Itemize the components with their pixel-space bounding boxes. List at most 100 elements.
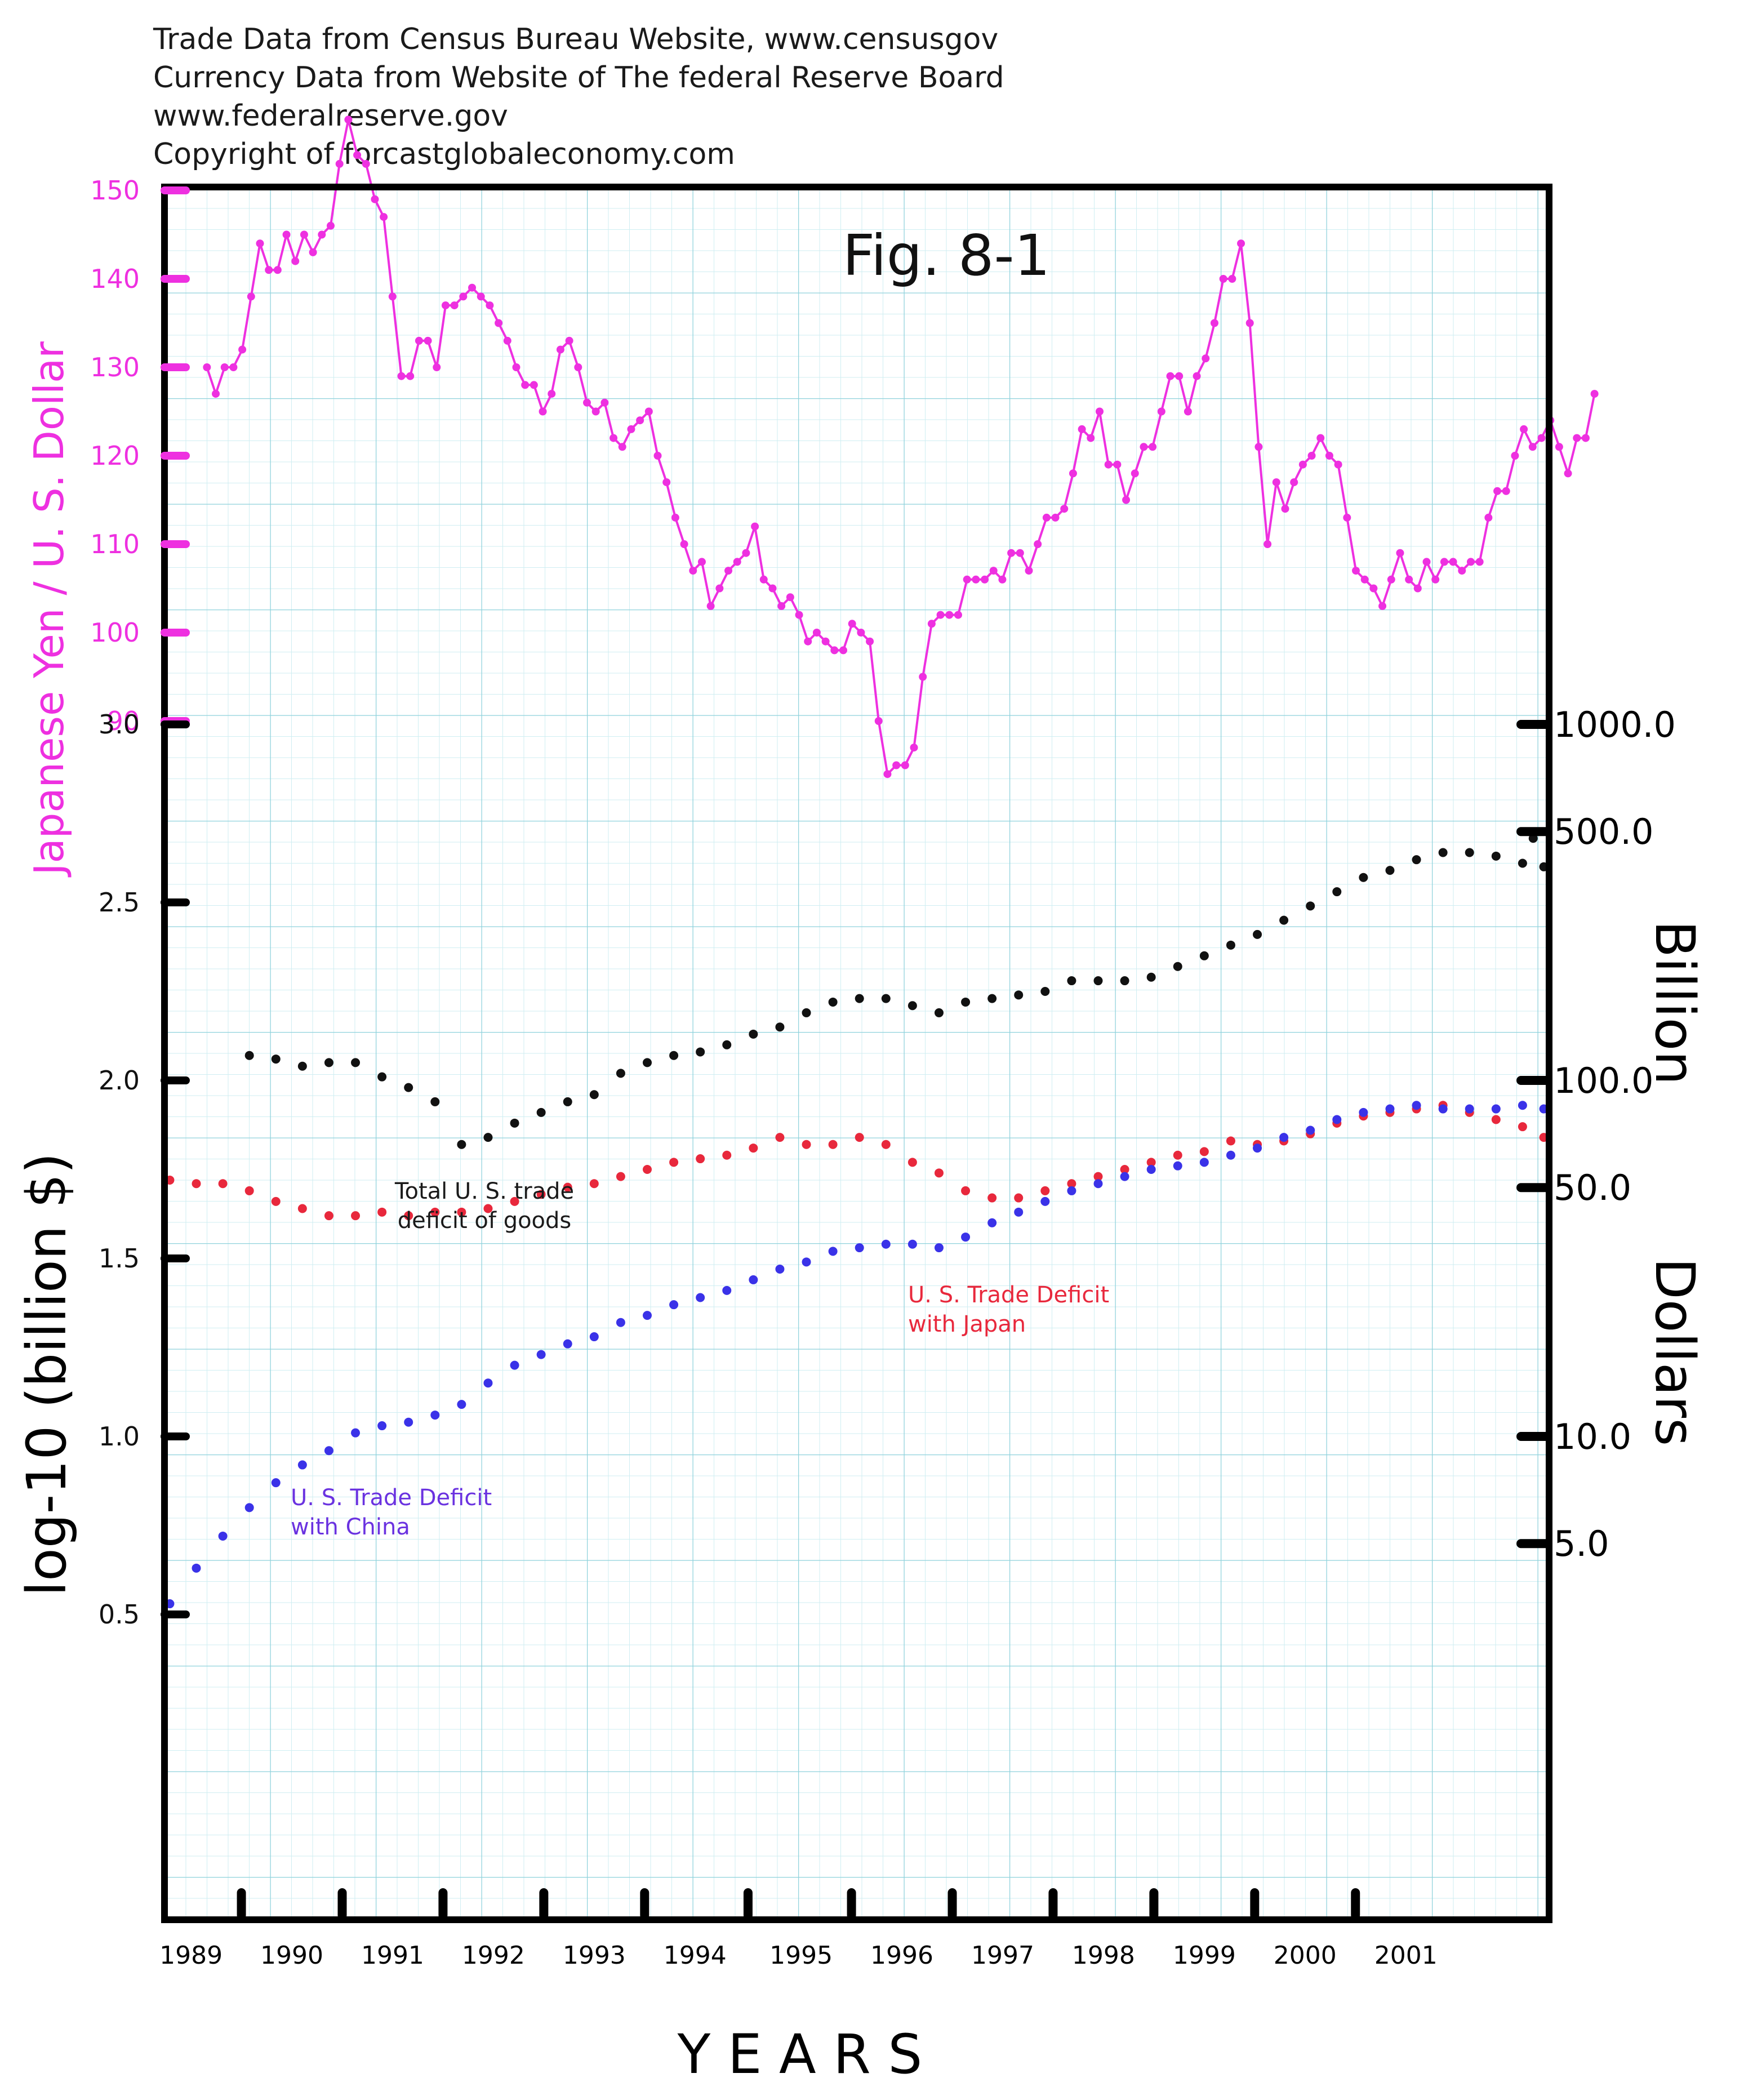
- total-deficit-point: [1491, 851, 1501, 861]
- yen-tick-label: 140: [90, 264, 140, 294]
- yen-point: [768, 584, 777, 593]
- yen-point: [1060, 505, 1069, 513]
- yen-point: [1475, 558, 1484, 566]
- yen-point: [662, 478, 671, 487]
- yen-point: [830, 646, 839, 655]
- japan-deficit-point: [404, 1211, 413, 1221]
- yen-point: [1113, 460, 1122, 469]
- yen-point: [335, 159, 344, 168]
- year-tick-label: 1996: [870, 1941, 933, 1970]
- japan-deficit-point: [696, 1154, 705, 1164]
- yen-point: [627, 425, 635, 433]
- year-axis-ticks: 1989 1990 1991 1992 1993 1994 1995 1996 1997 1998…: [159, 1888, 1438, 1970]
- yen-point: [1573, 434, 1581, 442]
- yen-point: [468, 283, 477, 292]
- yen-point: [1520, 425, 1528, 433]
- yen-point: [265, 266, 273, 274]
- total-deficit-point: [589, 1090, 599, 1100]
- total-deficit-point: [430, 1097, 440, 1106]
- japan-deficit-point: [961, 1186, 971, 1195]
- japan-deficit-point: [1491, 1115, 1501, 1124]
- yen-point: [486, 301, 494, 310]
- right-tick-label: 10.0: [1554, 1416, 1631, 1457]
- yen-point: [733, 558, 741, 566]
- china-deficit-point: [1518, 1101, 1527, 1110]
- total-deficit-point: [1306, 901, 1315, 911]
- total-deficit-point: [907, 1001, 917, 1011]
- yen-point: [989, 567, 998, 575]
- yen-series-points: [203, 115, 1599, 778]
- yen-point: [1449, 558, 1457, 566]
- japan-deficit-point: [1173, 1150, 1182, 1160]
- yen-point: [1590, 390, 1599, 398]
- yen-point: [530, 381, 538, 389]
- yen-point: [495, 319, 503, 327]
- japan-deficit-point: [669, 1158, 679, 1167]
- yen-point: [1210, 319, 1218, 327]
- japan-deficit-point: [749, 1144, 758, 1153]
- japan-deficit-point: [563, 1182, 572, 1192]
- yen-point: [1422, 558, 1431, 566]
- china-deficit-point: [961, 1233, 971, 1242]
- total-deficit-point: [1067, 976, 1076, 986]
- year-tick-label: 2001: [1374, 1941, 1438, 1970]
- yen-point: [1069, 469, 1077, 478]
- china-deficit-point: [828, 1247, 838, 1256]
- yen-point: [512, 363, 520, 371]
- total-deficit-point: [297, 1061, 307, 1071]
- japan-deficit-point: [1146, 1158, 1156, 1167]
- yen-point: [689, 567, 697, 575]
- china-deficit-point: [616, 1318, 625, 1327]
- japan-deficit-point: [828, 1140, 838, 1149]
- total-deficit-point: [1518, 858, 1527, 868]
- yen-point: [344, 115, 353, 124]
- yen-point: [1564, 469, 1572, 478]
- total-deficit-point: [775, 1022, 785, 1032]
- yen-point: [981, 575, 989, 584]
- yen-point: [1219, 275, 1227, 283]
- yen-point: [291, 257, 300, 265]
- yen-point: [697, 558, 706, 566]
- yen-point: [1511, 452, 1519, 460]
- yen-point: [1131, 469, 1139, 478]
- yen-point: [751, 522, 759, 531]
- annotation-total-line-1: Total U. S. trade: [394, 1178, 574, 1204]
- yen-point: [945, 611, 954, 619]
- log-tick-label: 0.5: [99, 1599, 140, 1630]
- yen-point: [247, 292, 255, 301]
- yen-tick-label: 130: [90, 352, 140, 382]
- japan-deficit-point: [802, 1140, 811, 1149]
- year-tick-label: 1995: [769, 1941, 833, 1970]
- yen-point: [1378, 602, 1387, 610]
- log-axis-label: log-10 (billion $): [15, 1153, 78, 1596]
- yen-point: [1281, 505, 1289, 513]
- japan-deficit-point: [589, 1179, 599, 1189]
- yen-point: [406, 372, 415, 380]
- total-deficit-point: [1359, 873, 1368, 882]
- japan-deficit-point: [192, 1179, 201, 1189]
- yen-point: [1431, 575, 1440, 584]
- japan-deficit-point: [510, 1196, 519, 1206]
- japan-deficit-point: [1040, 1186, 1050, 1195]
- yen-point: [203, 363, 211, 371]
- yen-point: [644, 407, 653, 416]
- japan-deficit-point: [351, 1211, 361, 1221]
- year-tick-label: 1993: [563, 1941, 626, 1970]
- header-line-2: Currency Data from Website of The federa…: [153, 61, 1004, 95]
- china-deficit-point: [881, 1239, 891, 1249]
- yen-point: [353, 151, 362, 159]
- yen-point: [883, 770, 892, 778]
- yen-point: [1458, 567, 1466, 575]
- japan-deficit-point: [324, 1211, 333, 1221]
- japan-deficit-point: [457, 1207, 466, 1217]
- china-deficit-point: [404, 1417, 413, 1427]
- china-deficit-point: [430, 1411, 440, 1420]
- total-deficit-point: [351, 1058, 361, 1067]
- yen-point: [1334, 460, 1342, 469]
- yen-point: [874, 717, 883, 725]
- total-deficit-point: [1385, 866, 1395, 875]
- yen-point: [892, 761, 901, 769]
- total-deficit-point: [1014, 990, 1024, 1000]
- total-deficit-point: [961, 997, 971, 1007]
- total-deficit-point: [563, 1097, 572, 1106]
